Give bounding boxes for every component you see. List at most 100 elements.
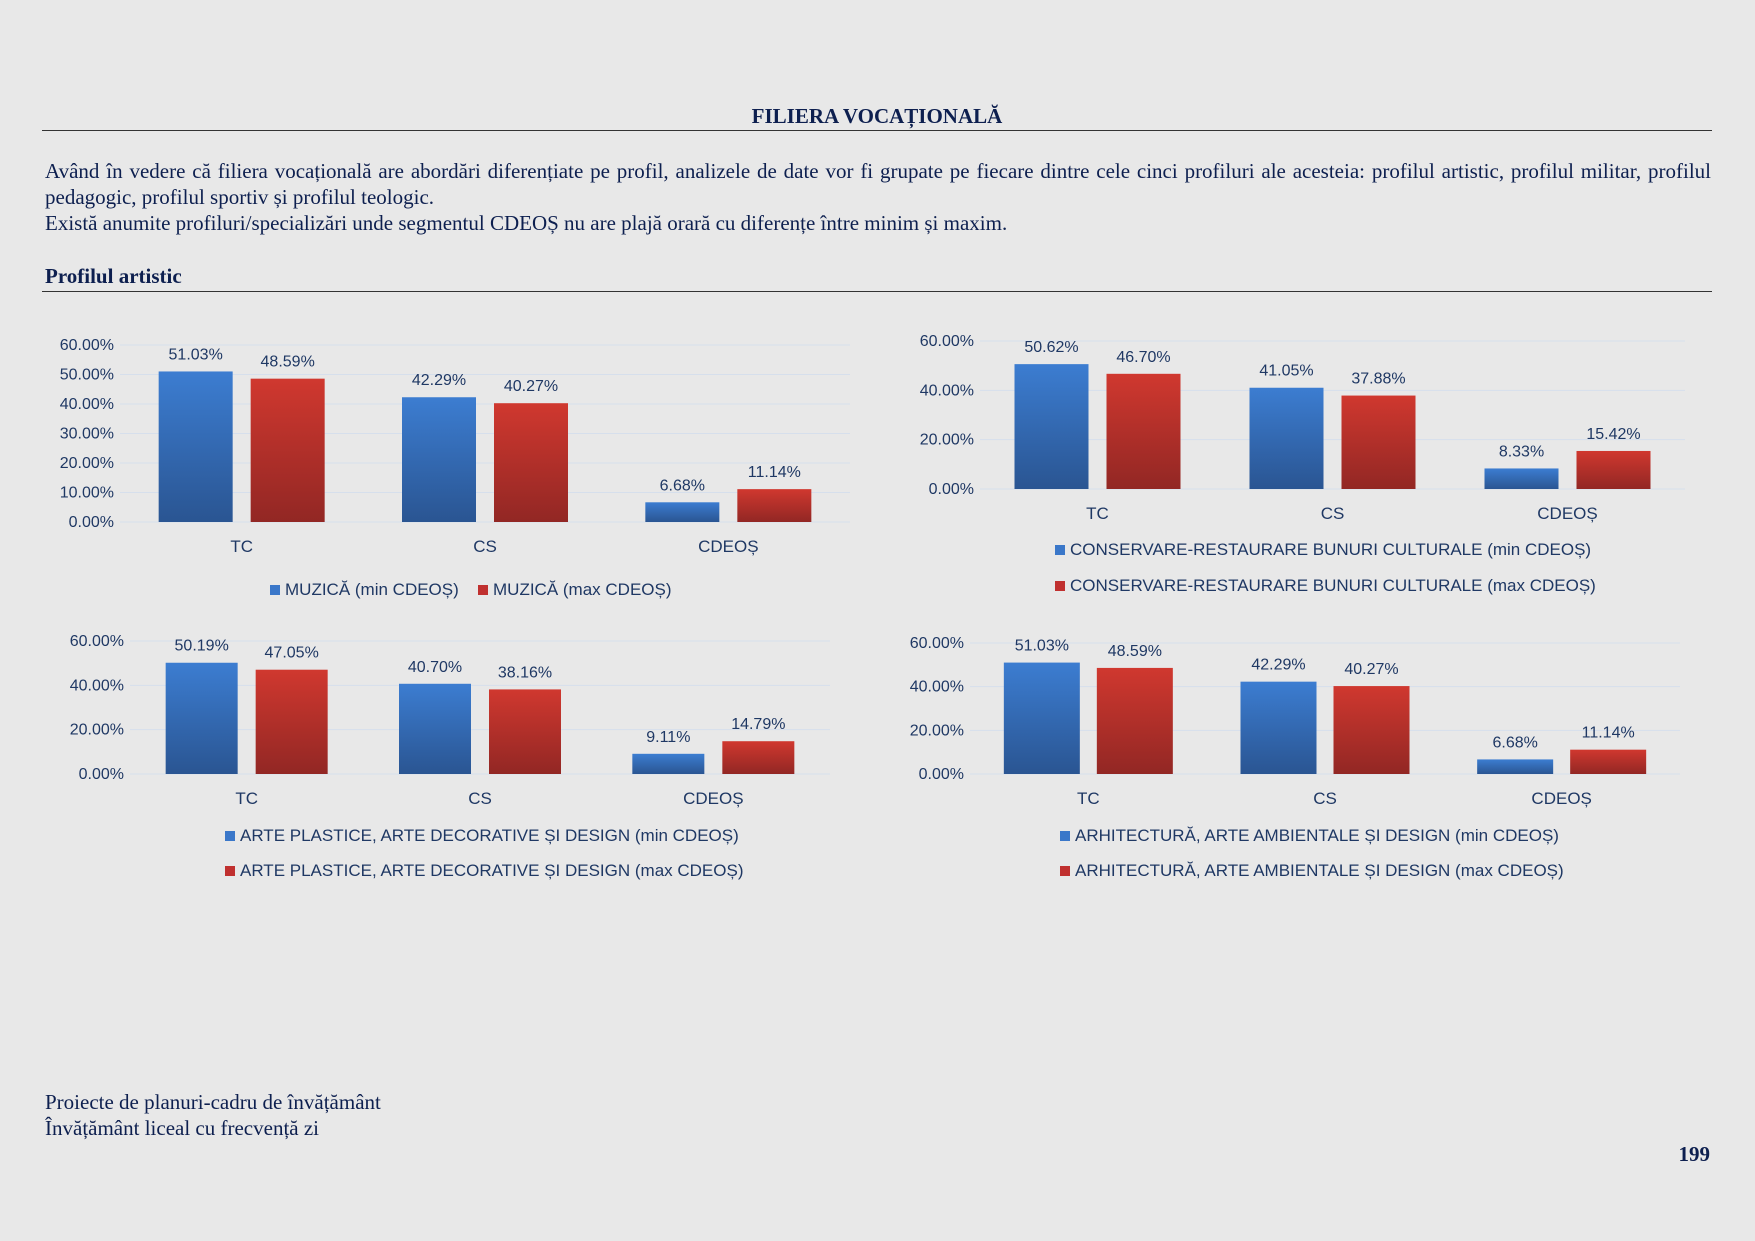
intro-paragraph-1: Având în vedere că filiera vocațională a…	[45, 159, 1711, 209]
legend-swatch-max	[1060, 866, 1070, 876]
chart-conservare-restaurare: 0.00% 20.00% 40.00% 60.00% TC 50.62% 46.70% CS 4…	[920, 333, 1685, 595]
legend-swatch-min	[1055, 545, 1065, 555]
bar-max-cdeos	[737, 489, 812, 522]
data-label: 48.59%	[261, 354, 315, 371]
x-tick-label: CDEOȘ	[1537, 504, 1597, 523]
bar-max-cdeos	[1570, 749, 1647, 774]
legend-swatch-min	[1060, 831, 1070, 841]
y-tick-label: 0.00%	[919, 766, 964, 783]
y-tick-label: 20.00%	[920, 432, 974, 449]
data-label: 47.05%	[265, 645, 319, 662]
y-tick-label: 40.00%	[920, 382, 974, 399]
data-label: 46.70%	[1116, 349, 1170, 366]
y-tick-label: 20.00%	[910, 722, 964, 739]
legend-swatch-max	[1055, 581, 1065, 591]
y-tick-label: 60.00%	[910, 635, 964, 652]
footer-line-2: Învățământ liceal cu frecvență zi	[45, 1116, 320, 1140]
bar-min-cdeos	[1484, 468, 1559, 489]
y-tick-label: 40.00%	[60, 396, 114, 413]
x-tick-label: CS	[1321, 504, 1345, 523]
y-tick-label: 40.00%	[910, 679, 964, 696]
bar-min-cdeos	[1014, 364, 1089, 489]
data-label: 41.05%	[1259, 363, 1313, 380]
data-label: 37.88%	[1351, 371, 1405, 388]
data-label: 11.14%	[748, 464, 801, 481]
legend-label-min: ARTE PLASTICE, ARTE DECORATIVE ȘI DESIGN…	[240, 826, 739, 845]
bar-min-cdeos	[645, 502, 720, 522]
chart-arhitectura: 0.00% 20.00% 40.00% 60.00% TC 51.03% 48.59% CS 4…	[910, 635, 1680, 880]
data-label: 9.11%	[646, 729, 690, 746]
section-divider	[42, 291, 1712, 292]
bar-min-cdeos	[632, 753, 705, 774]
legend-label-min: MUZICĂ (min CDEOȘ)	[285, 580, 459, 599]
y-tick-label: 30.00%	[60, 426, 114, 443]
x-tick-label: TC	[1086, 504, 1109, 523]
legend-label-min: CONSERVARE-RESTAURARE BUNURI CULTURALE (…	[1070, 540, 1591, 559]
bar-max-cdeos	[1096, 667, 1173, 774]
data-label: 11.14%	[1582, 725, 1635, 742]
data-label: 42.29%	[412, 372, 466, 389]
bar-min-cdeos	[1240, 681, 1317, 774]
section-heading: Profilul artistic	[45, 264, 182, 288]
y-tick-label: 0.00%	[929, 481, 974, 498]
x-tick-label: CDEOȘ	[1531, 789, 1591, 808]
x-tick-label: CS	[473, 537, 497, 556]
data-label: 48.59%	[1108, 643, 1162, 660]
title-divider	[42, 130, 1712, 131]
y-tick-label: 20.00%	[70, 722, 124, 739]
bar-max-cdeos	[250, 378, 325, 522]
y-tick-label: 0.00%	[79, 766, 124, 783]
legend-label-max: ARHITECTURĂ, ARTE AMBIENTALE ȘI DESIGN (…	[1075, 861, 1564, 880]
y-tick-label: 40.00%	[70, 677, 124, 694]
data-label: 40.27%	[504, 378, 558, 395]
x-tick-label: TC	[235, 789, 258, 808]
data-label: 51.03%	[169, 346, 223, 363]
legend-label-max: ARTE PLASTICE, ARTE DECORATIVE ȘI DESIGN…	[240, 861, 744, 880]
data-label: 8.33%	[1499, 443, 1544, 460]
data-label: 40.70%	[408, 659, 462, 676]
bar-max-cdeos	[489, 689, 561, 774]
bar-max-cdeos	[722, 741, 795, 774]
x-tick-label: TC	[1077, 789, 1100, 808]
legend-swatch-max	[225, 866, 235, 876]
bar-max-cdeos	[255, 669, 328, 774]
y-tick-label: 60.00%	[70, 633, 124, 650]
page-number: 199	[1678, 1142, 1711, 1166]
y-tick-label: 10.00%	[60, 485, 114, 502]
data-label: 38.16%	[498, 664, 552, 681]
y-tick-label: 0.00%	[69, 514, 114, 531]
data-label: 14.79%	[731, 716, 785, 733]
legend-label-max: MUZICĂ (max CDEOȘ)	[493, 580, 672, 599]
x-tick-label: CS	[468, 789, 492, 808]
data-label: 15.42%	[1586, 426, 1640, 443]
bar-max-cdeos	[1333, 686, 1410, 774]
bar-min-cdeos	[1249, 387, 1324, 489]
x-tick-label: TC	[230, 537, 253, 556]
intro-paragraph-2: Există anumite profiluri/specializări un…	[45, 211, 1008, 235]
footer-line-1: Proiecte de planuri-cadru de învățământ	[45, 1090, 381, 1114]
footer: Proiecte de planuri-cadru de învățământ …	[45, 1089, 381, 1141]
x-tick-label: CS	[1313, 789, 1337, 808]
legend-swatch-max	[478, 585, 488, 595]
intro-text: Având în vedere că filiera vocațională a…	[45, 158, 1711, 236]
bar-max-cdeos	[1341, 395, 1416, 489]
legend-label-min: ARHITECTURĂ, ARTE AMBIENTALE ȘI DESIGN (…	[1075, 826, 1559, 845]
y-tick-label: 60.00%	[920, 333, 974, 350]
data-label: 6.68%	[660, 477, 705, 494]
bar-max-cdeos	[494, 403, 568, 522]
page-title: FILIERA VOCAȚIONALĂ	[751, 104, 1003, 128]
chart-arte-plastice: 0.00% 20.00% 40.00% 60.00% TC 50.19% 47.05% CS 4…	[70, 633, 830, 880]
x-tick-label: CDEOȘ	[698, 537, 758, 556]
y-tick-label: 50.00%	[60, 367, 114, 384]
data-label: 42.29%	[1251, 657, 1305, 674]
data-label: 50.62%	[1024, 339, 1078, 356]
bar-min-cdeos	[402, 397, 476, 522]
legend-label-max: CONSERVARE-RESTAURARE BUNURI CULTURALE (…	[1070, 576, 1596, 595]
data-label: 6.68%	[1492, 734, 1537, 751]
data-label: 50.19%	[175, 638, 229, 655]
data-label: 51.03%	[1015, 638, 1069, 655]
legend-swatch-min	[225, 831, 235, 841]
legend-swatch-min	[270, 585, 280, 595]
bar-max-cdeos	[1576, 450, 1651, 489]
x-tick-label: CDEOȘ	[683, 789, 743, 808]
